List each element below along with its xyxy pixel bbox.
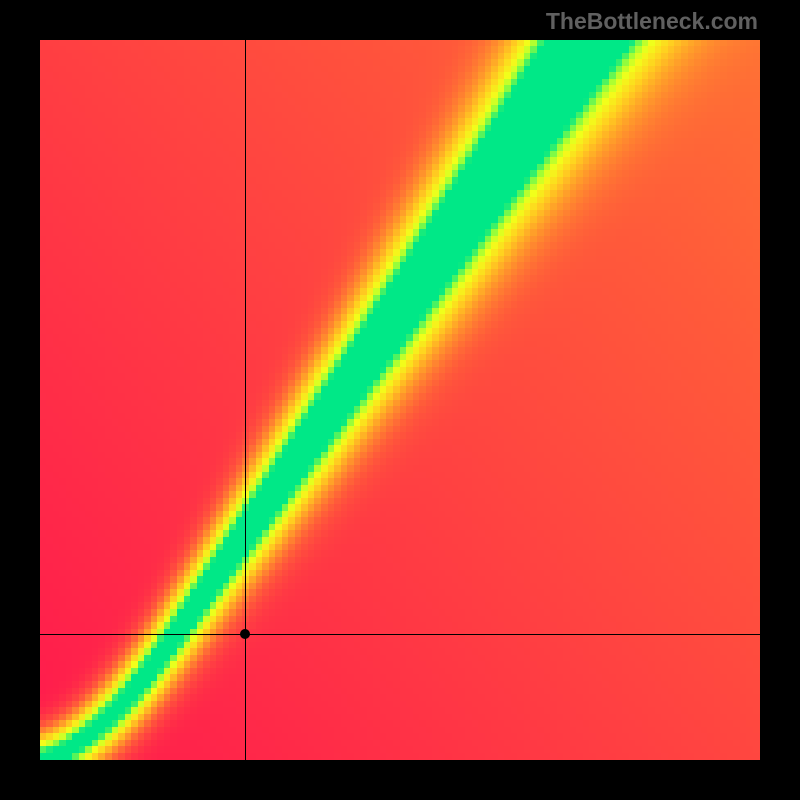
chart-frame: TheBottleneck.com xyxy=(0,0,800,800)
bottleneck-heatmap xyxy=(40,40,760,760)
crosshair-marker xyxy=(240,629,250,639)
crosshair-vertical xyxy=(245,40,246,760)
watermark-text: TheBottleneck.com xyxy=(546,8,758,35)
crosshair-horizontal xyxy=(40,634,760,635)
plot-area xyxy=(40,40,760,760)
